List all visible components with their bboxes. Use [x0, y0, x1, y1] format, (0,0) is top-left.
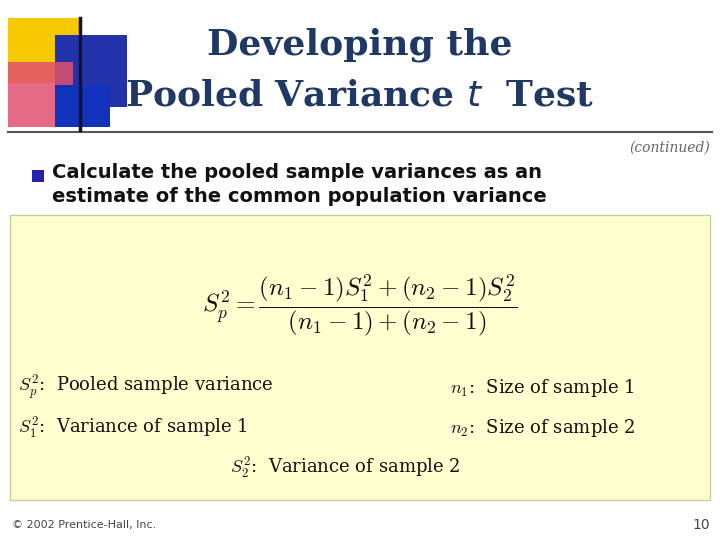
Bar	[8, 62, 73, 127]
Text: $S_2^2$:  Variance of sample 2: $S_2^2$: Variance of sample 2	[230, 455, 460, 481]
Bar	[32, 170, 44, 182]
Text: 10: 10	[693, 518, 710, 532]
Bar	[8, 18, 80, 83]
Text: (continued): (continued)	[629, 141, 710, 155]
Text: estimate of the common population variance: estimate of the common population varian…	[52, 186, 546, 206]
Bar	[55, 35, 127, 107]
Text: Pooled Variance $t$  Test: Pooled Variance $t$ Test	[125, 78, 595, 112]
Text: Calculate the pooled sample variances as an: Calculate the pooled sample variances as…	[52, 163, 542, 181]
Text: $S_1^2$:  Variance of sample 1: $S_1^2$: Variance of sample 1	[18, 415, 248, 441]
Text: $S_p^2 = \dfrac{(n_1-1)S_1^2+(n_2-1)S_2^2}{(n_1-1)+(n_2-1)}$: $S_p^2 = \dfrac{(n_1-1)S_1^2+(n_2-1)S_2^…	[202, 272, 518, 338]
Bar	[55, 85, 110, 127]
Bar	[10, 215, 710, 500]
Text: Developing the: Developing the	[207, 28, 513, 62]
Text: $S_p^2$:  Pooled sample variance: $S_p^2$: Pooled sample variance	[18, 374, 274, 402]
Text: $n_1$:  Size of sample 1: $n_1$: Size of sample 1	[450, 377, 634, 399]
Text: $n_2$:  Size of sample 2: $n_2$: Size of sample 2	[450, 417, 635, 439]
Text: © 2002 Prentice-Hall, Inc.: © 2002 Prentice-Hall, Inc.	[12, 520, 156, 530]
